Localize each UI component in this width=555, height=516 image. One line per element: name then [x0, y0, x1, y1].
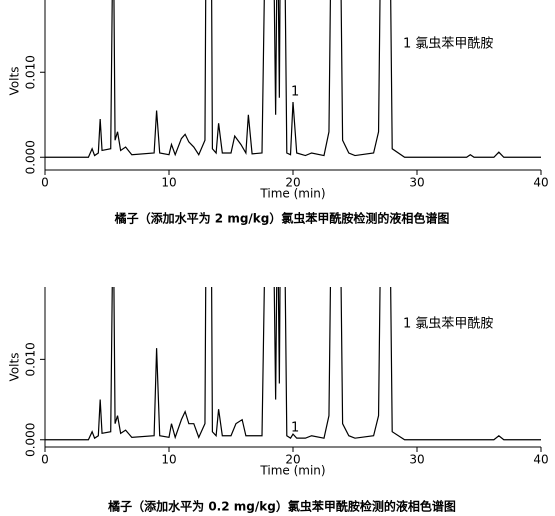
x-tick-label: 0 [41, 176, 49, 190]
x-tick-label: 40 [533, 176, 548, 190]
caption: 橘子（添加水平为 0.2 mg/kg）氯虫苯甲酰胺检测的液相色谱图 [107, 499, 456, 514]
peak-label: 1 [291, 421, 299, 436]
peak-label: 1 [291, 85, 299, 100]
x-tick-label: 30 [409, 453, 424, 467]
y-tick-label: 0.010 [24, 55, 38, 89]
x-tick-label: 10 [161, 176, 176, 190]
trace [45, 287, 541, 441]
annotation: 1 氯虫苯甲酰胺 [403, 37, 493, 52]
x-tick-label: 30 [409, 176, 424, 190]
x-tick-label: 20 [285, 176, 300, 190]
x-tick-label: 0 [41, 453, 49, 467]
y-axis-label: Volts [8, 353, 22, 382]
x-axis-label: Time (min) [259, 187, 325, 201]
y-tick-label: 0.000 [24, 423, 38, 457]
x-tick-label: 20 [285, 453, 300, 467]
y-axis-label: Volts [8, 67, 22, 96]
y-tick-label: 0.000 [24, 140, 38, 174]
x-tick-label: 10 [161, 453, 176, 467]
x-axis-label: Time (min) [259, 464, 325, 478]
trace [45, 0, 541, 158]
annotation: 1 氯虫苯甲酰胺 [403, 317, 493, 332]
y-tick-label: 0.010 [24, 342, 38, 376]
caption: 橘子（添加水平为 2 mg/kg）氯虫苯甲酰胺检测的液相色谱图 [114, 211, 450, 226]
x-tick-label: 40 [533, 453, 548, 467]
